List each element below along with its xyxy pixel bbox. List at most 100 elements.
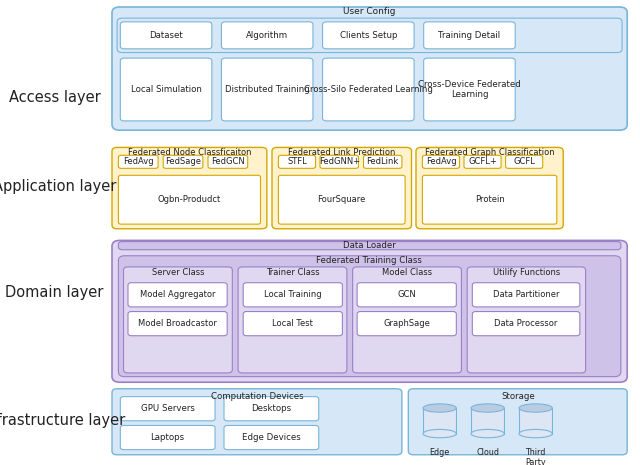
FancyBboxPatch shape: [357, 283, 456, 307]
FancyBboxPatch shape: [320, 155, 358, 168]
FancyBboxPatch shape: [112, 147, 267, 229]
FancyBboxPatch shape: [424, 22, 515, 49]
Text: FourSquare: FourSquare: [317, 195, 366, 204]
Text: Server Class: Server Class: [152, 267, 204, 277]
FancyBboxPatch shape: [120, 397, 215, 421]
Text: Data Processor: Data Processor: [494, 319, 558, 328]
Ellipse shape: [519, 430, 552, 438]
Text: Trainer Class: Trainer Class: [266, 267, 319, 277]
Text: Local Test: Local Test: [273, 319, 313, 328]
FancyBboxPatch shape: [272, 147, 412, 229]
Text: Infrastructure layer: Infrastructure layer: [0, 413, 125, 428]
Text: Protein: Protein: [475, 195, 504, 204]
Text: Data Loader: Data Loader: [343, 241, 396, 250]
FancyBboxPatch shape: [278, 155, 316, 168]
Text: FedSage: FedSage: [165, 157, 201, 166]
FancyBboxPatch shape: [118, 256, 621, 377]
Text: GCFL: GCFL: [513, 157, 535, 166]
Ellipse shape: [471, 404, 504, 412]
Ellipse shape: [423, 430, 456, 438]
Text: Algorithm: Algorithm: [246, 31, 288, 40]
Text: Cross-Silo Federated Learning: Cross-Silo Federated Learning: [304, 85, 433, 94]
FancyBboxPatch shape: [472, 312, 580, 336]
Text: Dataset: Dataset: [149, 31, 183, 40]
Text: Model Broadcastor: Model Broadcastor: [138, 319, 217, 328]
Text: Model Aggregator: Model Aggregator: [140, 290, 215, 299]
FancyBboxPatch shape: [519, 408, 552, 433]
FancyBboxPatch shape: [221, 22, 313, 49]
Text: Desktops: Desktops: [252, 404, 291, 413]
FancyBboxPatch shape: [117, 18, 622, 53]
FancyBboxPatch shape: [112, 240, 627, 382]
Text: GCFL+: GCFL+: [468, 157, 497, 166]
Text: Local Training: Local Training: [264, 290, 322, 299]
Text: GCN: GCN: [397, 290, 416, 299]
Text: Local Simulation: Local Simulation: [131, 85, 202, 94]
FancyBboxPatch shape: [424, 58, 515, 121]
Text: Access layer: Access layer: [8, 90, 100, 105]
FancyBboxPatch shape: [278, 175, 405, 224]
Text: Federated Graph Classification: Federated Graph Classification: [425, 148, 554, 157]
Text: FedLink: FedLink: [367, 157, 399, 166]
Text: Federated Link Prediction: Federated Link Prediction: [288, 148, 396, 157]
FancyBboxPatch shape: [118, 242, 621, 250]
Ellipse shape: [519, 404, 552, 412]
FancyBboxPatch shape: [120, 22, 212, 49]
Text: STFL: STFL: [287, 157, 307, 166]
Text: Domain layer: Domain layer: [5, 286, 104, 300]
Text: Distributed Training: Distributed Training: [225, 85, 310, 94]
FancyBboxPatch shape: [416, 147, 563, 229]
FancyBboxPatch shape: [364, 155, 402, 168]
FancyBboxPatch shape: [408, 389, 627, 455]
Text: Edge: Edge: [429, 448, 450, 457]
FancyBboxPatch shape: [467, 267, 586, 373]
Text: Clients Setup: Clients Setup: [340, 31, 397, 40]
FancyBboxPatch shape: [323, 58, 414, 121]
FancyBboxPatch shape: [224, 397, 319, 421]
FancyBboxPatch shape: [118, 175, 260, 224]
FancyBboxPatch shape: [422, 155, 460, 168]
FancyBboxPatch shape: [221, 58, 313, 121]
Text: GraphSage: GraphSage: [383, 319, 430, 328]
Text: User Config: User Config: [343, 7, 396, 16]
Text: Laptops: Laptops: [150, 433, 185, 442]
FancyBboxPatch shape: [323, 22, 414, 49]
FancyBboxPatch shape: [120, 425, 215, 450]
Text: GPU Servers: GPU Servers: [141, 404, 195, 413]
FancyBboxPatch shape: [208, 155, 248, 168]
FancyBboxPatch shape: [224, 425, 319, 450]
FancyBboxPatch shape: [357, 312, 456, 336]
Text: Ogbn-Produdct: Ogbn-Produdct: [158, 195, 221, 204]
Text: Cloud: Cloud: [476, 448, 499, 457]
Text: Third
Party: Third Party: [525, 448, 546, 465]
FancyBboxPatch shape: [464, 155, 501, 168]
FancyBboxPatch shape: [472, 283, 580, 307]
FancyBboxPatch shape: [128, 283, 227, 307]
FancyBboxPatch shape: [124, 267, 232, 373]
Text: FedAvg: FedAvg: [426, 157, 456, 166]
Text: Cross-Device Federated
Learning: Cross-Device Federated Learning: [418, 80, 521, 99]
FancyBboxPatch shape: [243, 312, 342, 336]
Ellipse shape: [423, 404, 456, 412]
Text: FedAvg: FedAvg: [123, 157, 154, 166]
FancyBboxPatch shape: [423, 408, 456, 433]
FancyBboxPatch shape: [422, 175, 557, 224]
Ellipse shape: [471, 430, 504, 438]
FancyBboxPatch shape: [118, 155, 158, 168]
Text: Training Detail: Training Detail: [438, 31, 500, 40]
Text: FedGCN: FedGCN: [211, 157, 244, 166]
FancyBboxPatch shape: [120, 58, 212, 121]
Text: Federated Training Class: Federated Training Class: [316, 256, 422, 265]
Text: Model Class: Model Class: [382, 267, 432, 277]
Text: FedGNN+: FedGNN+: [319, 157, 360, 166]
Text: Utilify Functions: Utilify Functions: [493, 267, 560, 277]
FancyBboxPatch shape: [112, 389, 402, 455]
FancyBboxPatch shape: [163, 155, 203, 168]
Text: Storage: Storage: [501, 392, 534, 401]
Text: Edge Devices: Edge Devices: [242, 433, 301, 442]
FancyBboxPatch shape: [238, 267, 347, 373]
FancyBboxPatch shape: [506, 155, 543, 168]
FancyBboxPatch shape: [471, 408, 504, 433]
FancyBboxPatch shape: [243, 283, 342, 307]
Text: Data Partitioner: Data Partitioner: [493, 290, 559, 299]
